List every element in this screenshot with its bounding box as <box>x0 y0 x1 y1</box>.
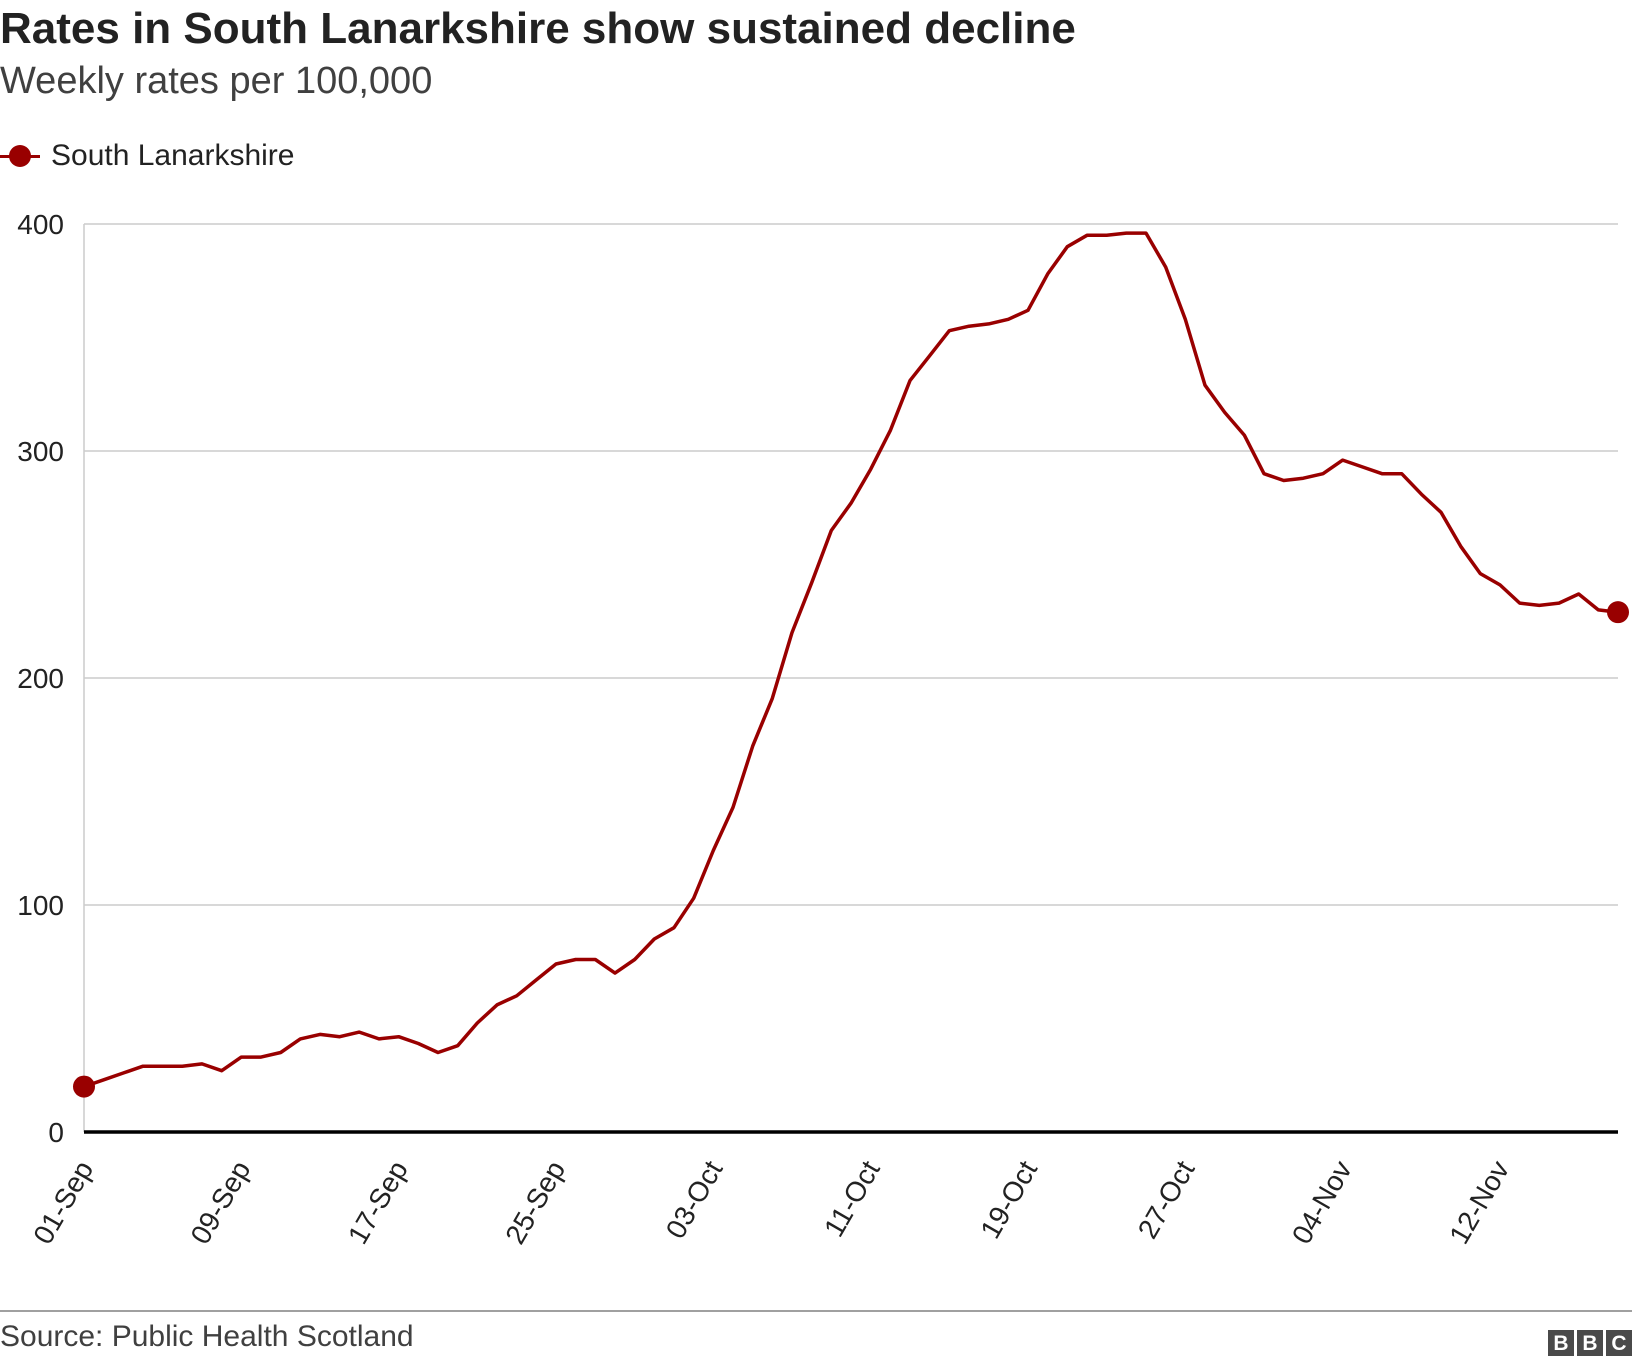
x-tick-label-03-Oct: 03-Oct <box>660 1155 729 1243</box>
footer-divider <box>0 1310 1632 1312</box>
logo-letter-3: C <box>1606 1330 1632 1356</box>
end-point-marker <box>1607 601 1629 624</box>
y-tick-label-400: 400 <box>17 209 64 240</box>
logo-letter-2: B <box>1577 1330 1603 1356</box>
x-tick-label-25-Sep: 25-Sep <box>499 1156 571 1250</box>
bbc-logo: B B C <box>1548 1330 1632 1356</box>
series-line-south-lanarkshire <box>82 231 1620 1089</box>
y-tick-label-300: 300 <box>17 436 64 467</box>
x-tick-label-19-Oct: 19-Oct <box>974 1155 1043 1243</box>
start-point-marker <box>73 1075 95 1098</box>
y-tick-label-100: 100 <box>17 890 64 921</box>
legend: South Lanarkshire <box>0 136 295 176</box>
x-tick-label-01-Sep: 01-Sep <box>27 1156 99 1250</box>
x-tick-label-09-Sep: 09-Sep <box>185 1156 257 1250</box>
chart-title: Rates in South Lanarkshire show sustaine… <box>0 4 1076 53</box>
x-tick-label-04-Nov: 04-Nov <box>1286 1156 1358 1250</box>
x-tick-label-27-Oct: 27-Oct <box>1132 1155 1201 1243</box>
legend-label: South Lanarkshire <box>51 139 295 172</box>
x-tick-label-12-Nov: 12-Nov <box>1443 1156 1515 1250</box>
legend-dot <box>9 145 31 167</box>
source-note: Source: Public Health Scotland <box>0 1320 414 1353</box>
line-chart: 0 100 200 300 400 01-Sep 09-Sep 17-Sep 25-Sep 03-… <box>17 209 1629 1250</box>
chart-subtitle: Weekly rates per 100,000 <box>0 60 433 102</box>
legend-marker-icon <box>0 145 40 167</box>
y-tick-label-0: 0 <box>48 1117 64 1148</box>
x-tick-label-17-Sep: 17-Sep <box>342 1156 414 1250</box>
y-tick-label-200: 200 <box>17 663 64 694</box>
x-tick-label-11-Oct: 11-Oct <box>818 1155 886 1242</box>
logo-letter-1: B <box>1548 1330 1574 1356</box>
